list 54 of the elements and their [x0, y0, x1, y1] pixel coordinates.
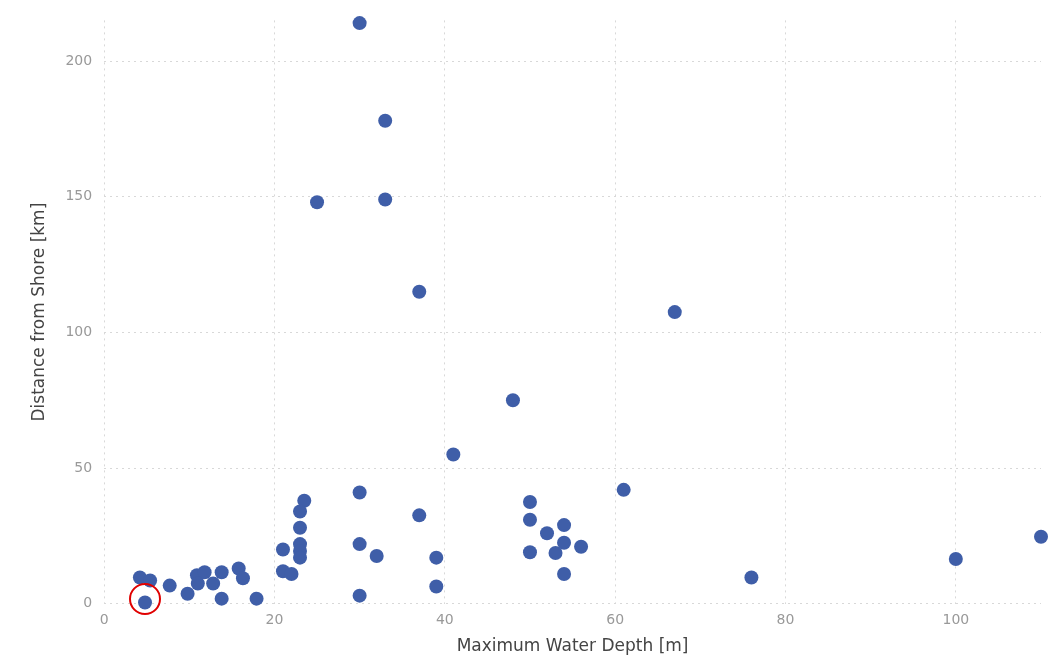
x-tick-label: 100 — [942, 610, 970, 627]
point — [352, 16, 367, 31]
x-tick-label: 40 — [435, 610, 454, 627]
y-tick-label: 0 — [83, 594, 93, 611]
point — [249, 591, 264, 606]
point — [548, 546, 563, 561]
point — [369, 549, 384, 564]
x-tick-label: 60 — [606, 610, 625, 627]
point — [505, 393, 520, 408]
y-axis-title: Distance from Shore [km] — [27, 202, 48, 422]
y-tick-label: 50 — [74, 458, 93, 475]
point — [522, 495, 537, 510]
point — [293, 520, 308, 535]
y-tick-label: 100 — [65, 323, 93, 340]
x-tick-label: 80 — [776, 610, 795, 627]
point — [522, 512, 537, 527]
point — [275, 542, 290, 557]
point — [352, 588, 367, 603]
point — [557, 566, 572, 581]
point — [180, 586, 195, 601]
point — [310, 195, 325, 210]
point — [214, 565, 229, 580]
point — [378, 113, 393, 128]
point — [446, 447, 461, 462]
point — [162, 578, 177, 593]
point — [557, 518, 572, 533]
y-tick-label: 150 — [65, 187, 93, 204]
point — [297, 493, 312, 508]
point — [412, 508, 427, 523]
point — [206, 576, 221, 591]
point — [235, 571, 250, 586]
point — [522, 545, 537, 560]
point — [1034, 529, 1048, 544]
point — [197, 565, 212, 580]
point — [616, 482, 631, 497]
point — [378, 192, 393, 207]
y-tick-label: 200 — [65, 51, 93, 68]
point — [293, 504, 308, 519]
point — [214, 591, 229, 606]
point — [284, 566, 299, 581]
x-tick-label: 0 — [99, 610, 109, 627]
point — [948, 552, 963, 567]
point — [540, 526, 555, 541]
point — [412, 284, 427, 299]
point — [574, 539, 589, 554]
point — [352, 537, 367, 552]
point — [429, 579, 444, 594]
point — [557, 535, 572, 550]
x-axis-title: Maximum Water Depth [m] — [456, 635, 689, 656]
point — [352, 485, 367, 500]
point — [667, 305, 682, 320]
x-tick-label: 20 — [265, 610, 284, 627]
point — [429, 550, 444, 565]
point — [744, 570, 759, 585]
